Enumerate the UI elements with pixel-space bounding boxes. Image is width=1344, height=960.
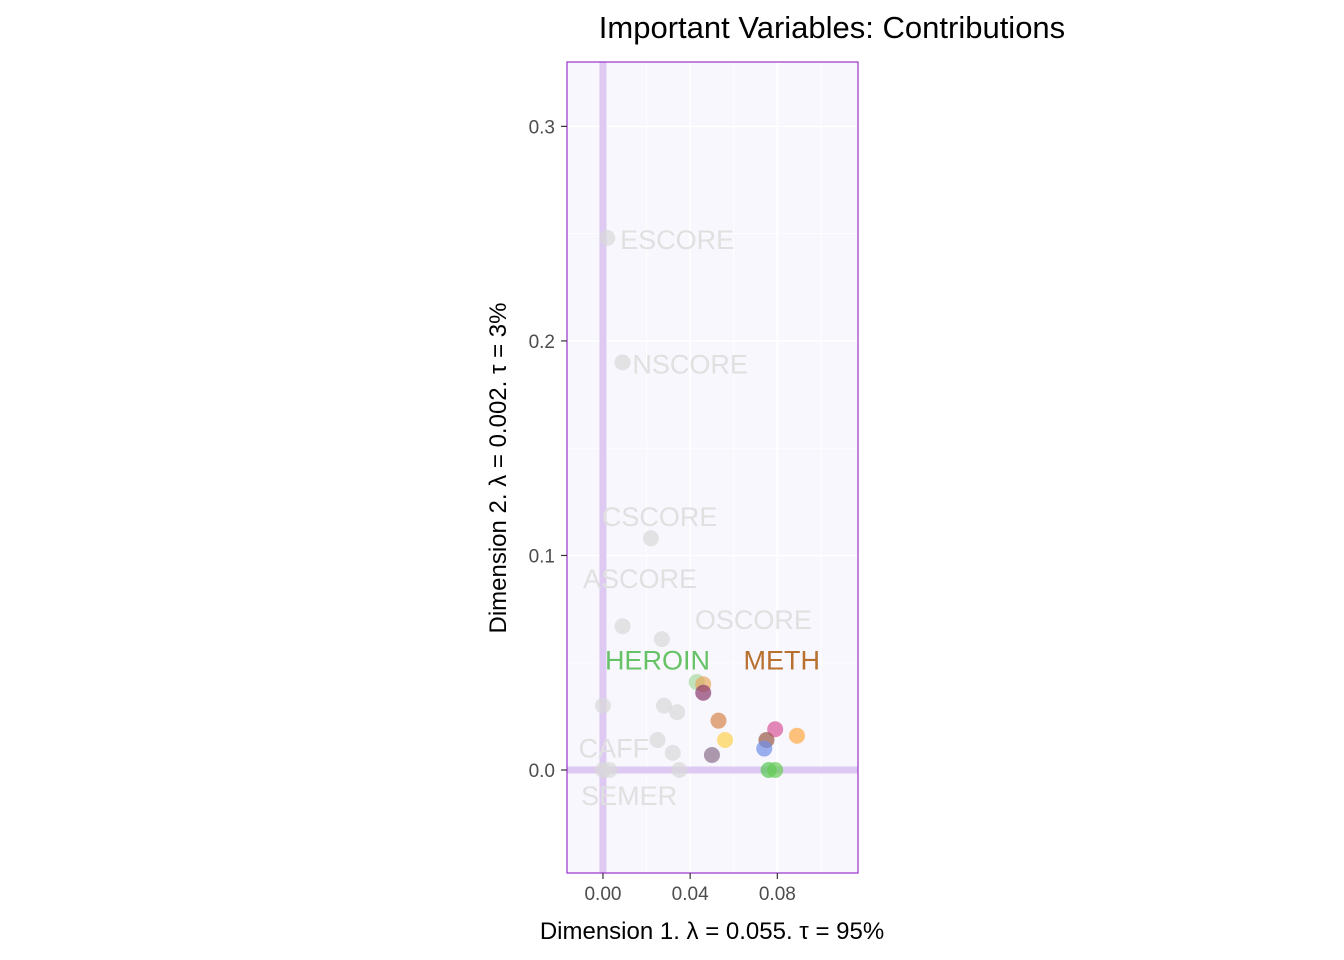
- point-label: NSCORE: [632, 350, 748, 380]
- point-label: METH: [743, 646, 820, 676]
- point-label: SEMER: [581, 781, 677, 811]
- point-label: CSCORE: [602, 502, 718, 532]
- point-label: ESCORE: [620, 225, 734, 255]
- data-point: [642, 530, 659, 547]
- plot-border: [566, 61, 859, 874]
- data-point: [669, 704, 686, 721]
- axes: 0.00 0.04 0.08 0.0 0.1 0.2 0.3: [529, 117, 796, 905]
- data-point: [656, 697, 672, 714]
- x-tick-label: 0.08: [759, 884, 796, 905]
- data-point: [653, 631, 670, 648]
- y-tick-label: 0.0: [529, 761, 555, 782]
- data-point: [671, 762, 688, 779]
- y-tick-label: 0.3: [529, 117, 555, 138]
- data-point: [767, 721, 784, 738]
- chart-title: Important Variables: Contributions: [599, 10, 1065, 45]
- data-point: [756, 740, 773, 757]
- data-point: [767, 762, 784, 779]
- data-point: [649, 731, 666, 748]
- x-tick-label: 0.00: [584, 884, 621, 905]
- data-point: [599, 229, 616, 246]
- data-point: [664, 744, 681, 761]
- y-tick-label: 0.2: [529, 332, 555, 353]
- data-point: [695, 684, 712, 701]
- point-label: OSCORE: [695, 605, 812, 635]
- data-point: [710, 712, 727, 729]
- data-point: [601, 762, 618, 779]
- point-label: CAFF: [579, 734, 650, 764]
- data-points: [594, 229, 805, 779]
- point-label: HEROIN: [605, 646, 710, 676]
- data-point: [614, 618, 631, 635]
- x-tick-label: 0.04: [672, 884, 709, 905]
- data-point: [788, 727, 805, 744]
- point-label: ASCORE: [583, 564, 697, 594]
- x-axis-title: Dimension 1. λ = 0.055. τ = 95%: [540, 918, 884, 945]
- data-point: [594, 697, 611, 714]
- point-labels: ESCORE NSCORE CSCORE ASCORE OSCORE HEROIN METH…: [579, 225, 820, 811]
- y-axis-title: Dimension 2. λ = 0.002. τ = 3%: [485, 303, 512, 634]
- plot-panel: [567, 62, 858, 873]
- data-point: [717, 731, 734, 748]
- data-point: [614, 354, 631, 371]
- y-tick-label: 0.1: [529, 546, 555, 567]
- data-point: [703, 746, 720, 763]
